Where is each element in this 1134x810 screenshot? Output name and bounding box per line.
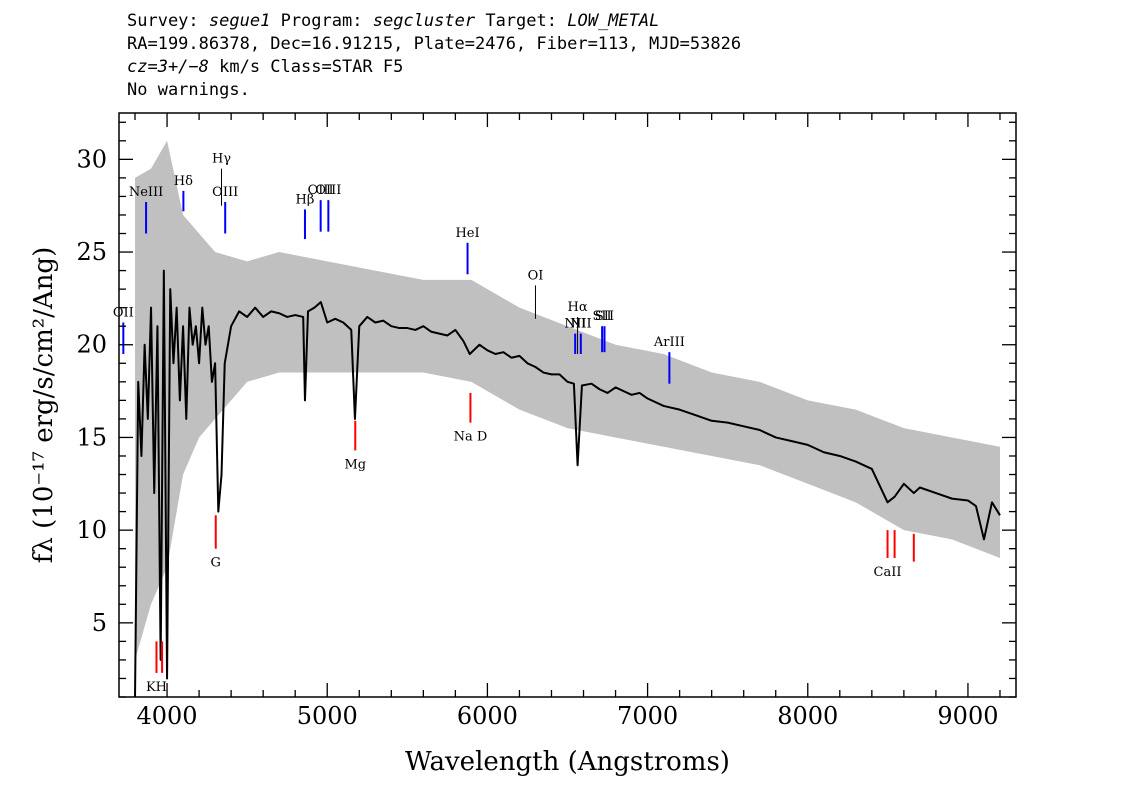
emission-line-label: NII bbox=[570, 317, 592, 332]
emission-line-label: Hδ bbox=[174, 174, 193, 189]
absorption-line-label: CaII bbox=[874, 565, 902, 580]
program-value: segcluster bbox=[372, 11, 476, 31]
emission-line-label: HeI bbox=[455, 226, 479, 241]
x-tick-label: 7000 bbox=[617, 702, 678, 730]
y-tick-label: 25 bbox=[76, 238, 107, 266]
x-axis-label: Wavelength (Angstroms) bbox=[405, 747, 730, 777]
cz-value: cz=3+/−8 bbox=[127, 57, 209, 77]
x-tick-label: 8000 bbox=[777, 702, 838, 730]
x-tick-label: 9000 bbox=[937, 702, 998, 730]
emission-line-label: Hβ bbox=[296, 192, 315, 207]
emission-line-label: OIII bbox=[308, 183, 334, 198]
x-tick-label: 6000 bbox=[457, 702, 518, 730]
survey-label: Survey: bbox=[127, 11, 199, 31]
noise-band bbox=[135, 140, 1000, 660]
target-label: Target: bbox=[485, 11, 557, 31]
x-tick-label: 5000 bbox=[297, 702, 358, 730]
survey-line: Survey: segue1 Program: segcluster Targe… bbox=[127, 10, 741, 33]
sky-line-label: OI bbox=[528, 268, 544, 283]
program-label: Program: bbox=[280, 11, 363, 31]
emission-line-label: SII bbox=[593, 309, 612, 324]
emission-line-label: NeIII bbox=[129, 185, 163, 200]
noise-band-layer bbox=[135, 140, 1000, 660]
class-text: km/s Class=STAR F5 bbox=[208, 57, 404, 77]
x-tick-label: 4000 bbox=[137, 702, 198, 730]
emission-line-label: NII bbox=[564, 317, 586, 332]
absorption-line-label: G bbox=[211, 556, 221, 571]
sky-line-label: Hα bbox=[568, 300, 588, 315]
sky-line-label: Hγ bbox=[212, 152, 231, 167]
y-axis-label: fλ (10⁻¹⁷ erg/s/cm²/Ang) bbox=[29, 247, 59, 563]
absorption-line-label: KH bbox=[146, 680, 167, 695]
y-tick-label: 10 bbox=[76, 516, 107, 544]
emission-line-label: OIII bbox=[212, 185, 238, 200]
emission-line-label: OIII bbox=[315, 183, 341, 198]
axis-ticks-layer: 4000 5000 6000 7000 8000 9000 5 10 15 20 25 30 bbox=[76, 113, 1016, 730]
redshift-line: cz=3+/−8 km/s Class=STAR F5 bbox=[127, 56, 741, 79]
emission-line-label: ArIII bbox=[653, 335, 685, 350]
y-tick-label: 5 bbox=[92, 609, 107, 637]
y-tick-label: 20 bbox=[76, 331, 107, 359]
absorption-line-label: Na D bbox=[454, 430, 488, 445]
coordinates-line: RA=199.86378, Dec=16.91215, Plate=2476, … bbox=[127, 34, 742, 54]
warnings-line: No warnings. bbox=[127, 80, 250, 100]
flux-series-layer bbox=[134, 269, 1001, 698]
emission-line-label: SII bbox=[595, 309, 614, 324]
flux-series-line bbox=[134, 269, 1001, 698]
y-tick-label: 15 bbox=[76, 423, 107, 451]
survey-value: segue1 bbox=[208, 11, 271, 31]
emission-line-label: OII bbox=[113, 305, 134, 320]
y-tick-label: 30 bbox=[76, 145, 107, 173]
target-value: LOW_METAL bbox=[567, 11, 660, 31]
absorption-line-label: Mg bbox=[344, 457, 366, 472]
spectrum-header: Survey: segue1 Program: segcluster Targe… bbox=[127, 10, 741, 102]
plot-frame bbox=[118, 112, 1017, 698]
